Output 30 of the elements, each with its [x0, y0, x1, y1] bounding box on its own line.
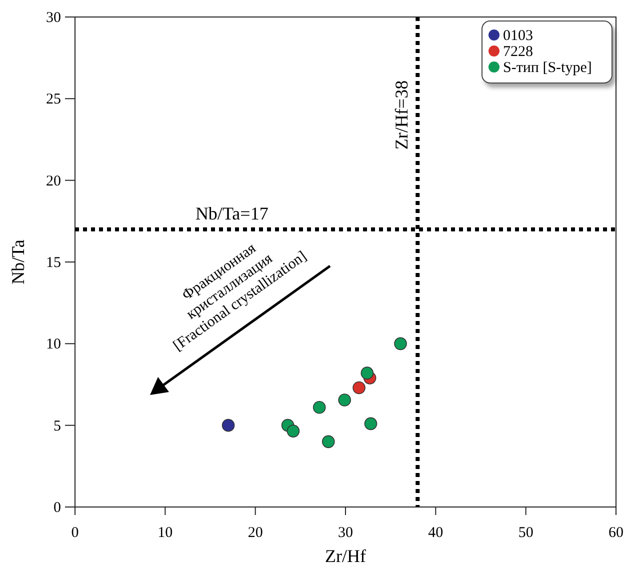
point	[222, 418, 235, 432]
x-tick-label: 30	[338, 525, 353, 541]
y-axis-title: Nb/Ta	[8, 240, 28, 284]
point	[394, 337, 407, 350]
y-tick-label: 25	[46, 92, 61, 108]
point	[352, 381, 366, 394]
x-axis-title: Zr/Hf	[325, 546, 366, 566]
y-tick-label: 20	[46, 173, 61, 190]
point	[338, 394, 351, 406]
legend-label: 0103	[503, 28, 533, 44]
point	[360, 366, 374, 380]
y-tick-label: 5	[54, 418, 61, 434]
y-tick-label: 0	[54, 500, 61, 516]
legend-label: S-тип [S-type]	[503, 60, 592, 76]
point	[286, 424, 300, 438]
ref-line-label: Zr/Hf=38	[392, 80, 412, 150]
y-tick-label: 15	[46, 255, 61, 271]
ref-line-label: Nb/Ta=17	[195, 203, 268, 224]
point	[322, 435, 335, 448]
legend-label: 7228	[503, 44, 533, 60]
y-tick-label: 30	[46, 10, 61, 26]
y-tick-label: 10	[46, 336, 61, 353]
x-tick-label: 60	[608, 525, 624, 541]
x-tick-label: 10	[158, 525, 173, 541]
point	[312, 400, 326, 414]
point	[364, 417, 378, 430]
x-tick-label: 40	[428, 525, 444, 541]
x-tick-label: 20	[248, 525, 263, 541]
x-tick-label: 50	[518, 525, 534, 541]
x-tick-label: 0	[71, 525, 79, 541]
